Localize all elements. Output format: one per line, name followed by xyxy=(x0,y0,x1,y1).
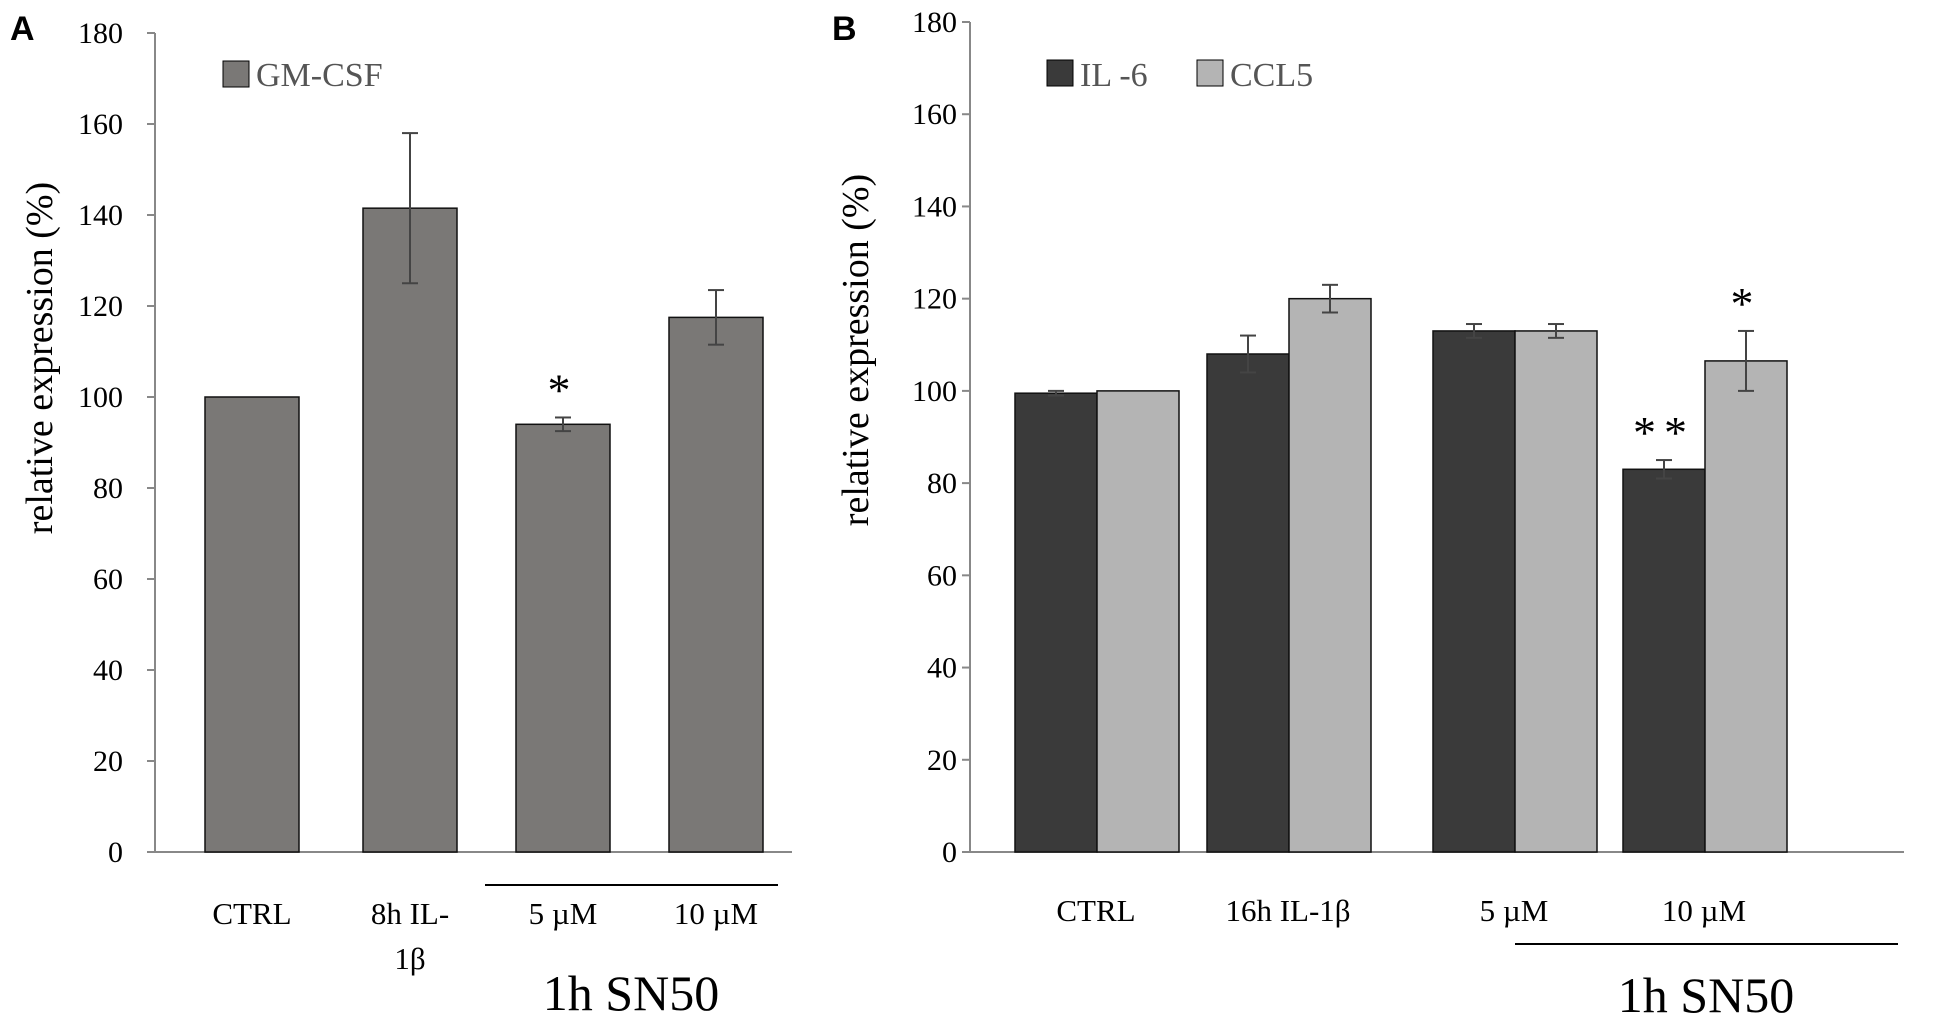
panel-a-letter: A xyxy=(10,10,35,48)
panel-b-letter: B xyxy=(832,10,857,48)
panel-b-y-tick-label: 80 xyxy=(927,467,957,500)
panel-a-y-axis-title: relative expression (%) xyxy=(19,182,61,534)
panel-b-category-labels: CTRL 16h IL-1β 5 µM 10 µM xyxy=(1056,893,1746,928)
panel-a-y-tick-label: 120 xyxy=(78,290,123,323)
panel-b-bar xyxy=(1096,390,1180,853)
panel-a-significance-marker: * xyxy=(548,364,579,415)
panel-b-y-tick-label: 180 xyxy=(912,6,957,39)
panel-a-category-label: 10 µM xyxy=(674,896,758,931)
panel-b-significance-marker: * xyxy=(1731,278,1762,329)
panel-b-category-label: 5 µM xyxy=(1480,893,1549,928)
panel-b-bar xyxy=(1514,330,1598,853)
panel-b-bar xyxy=(1432,330,1516,853)
legend-label-il-6: IL -6 xyxy=(1080,57,1148,94)
panel-a-bar xyxy=(362,207,458,853)
panel-a-y-tick-label: 180 xyxy=(78,17,123,50)
legend-swatch-gm-csf xyxy=(222,60,250,88)
panel-b-y-tick-label: 140 xyxy=(912,190,957,223)
panel-b-bar xyxy=(1206,353,1290,853)
panel-a-bar xyxy=(204,396,300,853)
panel-b-legend: IL -6 CCL5 xyxy=(1046,57,1313,94)
panel-b-bar xyxy=(1704,360,1788,853)
panel-a-bar xyxy=(668,316,764,853)
panel-a-y-tick-label: 140 xyxy=(78,199,123,232)
panel-a-y-tick-label: 20 xyxy=(93,745,123,778)
panel-b-y-tick-label: 40 xyxy=(927,652,957,685)
legend-label-gm-csf: GM-CSF xyxy=(256,57,383,94)
panel-b-category-label: 10 µM xyxy=(1662,893,1746,928)
legend-label-ccl5: CCL5 xyxy=(1230,57,1313,94)
panel-b-y-tick-label: 120 xyxy=(912,283,957,316)
panel-b-y-tick-label: 160 xyxy=(912,98,957,131)
legend-swatch-ccl5 xyxy=(1196,59,1224,87)
panel-a-y-tick-label: 60 xyxy=(93,563,123,596)
panel-b-significance-marker: ** xyxy=(1633,407,1695,458)
panel-a-y-tick-label: 80 xyxy=(93,472,123,505)
panel-a-group-label: 1h SN50 xyxy=(543,965,719,1021)
panel-b-group-label: 1h SN50 xyxy=(1618,967,1794,1023)
legend-swatch-il-6 xyxy=(1046,59,1074,87)
panel-a-bar xyxy=(515,423,611,853)
panel-b-y-tick-label: 100 xyxy=(912,375,957,408)
panel-a-category-label: CTRL xyxy=(212,896,291,931)
panel-a-category-labels: CTRL 8h IL- 1β 5 µM 10 µM xyxy=(212,896,758,976)
panel-b: B relative expression (%) 0 20 40 60 80 100 12… xyxy=(832,6,1904,1023)
panel-a-category-label: 1β xyxy=(394,941,425,976)
panel-a-bars: * xyxy=(204,132,764,853)
panel-b-bars: *** xyxy=(1014,278,1788,853)
panel-a-legend: GM-CSF xyxy=(222,57,383,94)
panel-a: A relative expression (%) 0 20 40 60 80 100 12… xyxy=(10,10,792,1021)
panel-b-category-label: CTRL xyxy=(1056,893,1135,928)
panel-b-y-tick-label: 0 xyxy=(942,836,957,869)
panel-b-y-axis-title: relative expression (%) xyxy=(835,174,877,526)
panel-b-bar xyxy=(1288,297,1372,853)
panel-a-y-tick-label: 160 xyxy=(78,108,123,141)
panel-b-y-tick-label: 60 xyxy=(927,559,957,592)
panel-b-y-tick-label: 20 xyxy=(927,744,957,777)
panel-a-y-tick-label: 40 xyxy=(93,654,123,687)
panel-b-bar xyxy=(1014,392,1098,853)
panel-a-y-tick-label: 100 xyxy=(78,381,123,414)
panel-b-bar xyxy=(1622,468,1706,853)
panel-a-category-label: 8h IL- xyxy=(371,896,449,931)
panel-b-category-label: 16h IL-1β xyxy=(1225,893,1350,928)
panel-a-category-label: 5 µM xyxy=(529,896,598,931)
panel-a-y-tick-label: 0 xyxy=(108,836,123,869)
